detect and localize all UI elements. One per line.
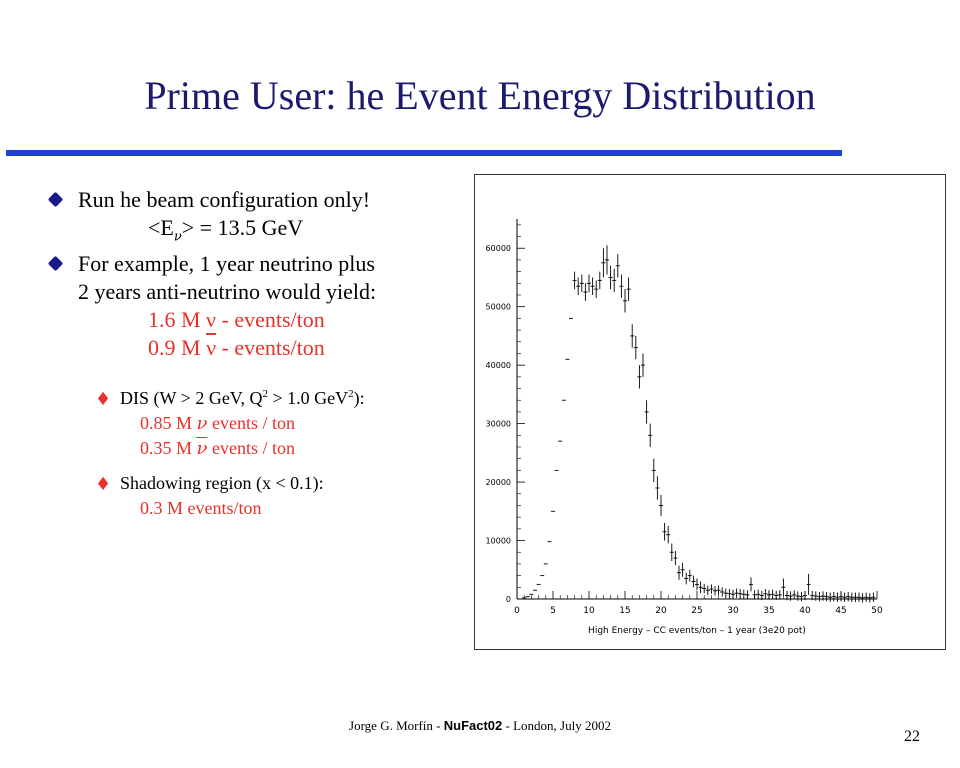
- y-tick-label: 30000: [486, 420, 511, 429]
- shadowing-heading: Shadowing region (x < 0.1):: [120, 473, 324, 493]
- mean-prefix: <E: [148, 215, 174, 240]
- antinu-symbol: ν: [196, 438, 208, 459]
- nu-subscript: ν: [173, 229, 182, 245]
- footer-location: - London, July 2002: [502, 718, 611, 733]
- yield-antineutrino: 0.9 M ν - events/ton: [78, 334, 470, 362]
- bullet-text: 2 years anti-neutrino would yield:: [78, 279, 377, 304]
- chart-frame: 0 5 10 15 20 25 30 35 40 45 50 0 10000 20000 30000 4000…: [474, 174, 946, 650]
- title-underline: [6, 150, 842, 156]
- y-tick-label: 50000: [486, 303, 511, 312]
- dis-value: 0.85 M: [140, 413, 197, 433]
- y-tick-label: 20000: [486, 478, 511, 487]
- mean-energy: <Eν> = 13.5 GeV: [78, 214, 470, 245]
- bullet-text: Run he beam configuration only!: [78, 187, 371, 212]
- yield-neutrino: 1.6 M ν - events/ton: [148, 307, 325, 332]
- diamond-bullet-icon: [47, 255, 64, 272]
- x-tick-label: 15: [619, 606, 630, 616]
- bullet-yield: For example, 1 year neutrino plus 2 year…: [40, 250, 470, 362]
- x-axis-label: High Energy – CC events/ton – 1 year (3e…: [588, 626, 806, 636]
- footer: Jorge G. Morfín - NuFact02 - London, Jul…: [0, 718, 960, 734]
- x-tick-label: 50: [871, 606, 883, 616]
- dis-heading: DIS (W > 2 GeV, Q2 > 1.0 GeV2):: [120, 386, 470, 411]
- x-tick-label: 35: [763, 606, 774, 616]
- x-tick-label: 40: [799, 606, 811, 616]
- dis-text: ):: [353, 388, 365, 408]
- sub-bullet-dis: ♦ DIS (W > 2 GeV, Q2 > 1.0 GeV2): 0.85 M…: [40, 386, 470, 461]
- page-title: Prime User: he Event Energy Distribution: [144, 73, 816, 118]
- yield-value: 0.9 M: [148, 335, 207, 360]
- diamond-sub-bullet-icon: ♦: [95, 389, 112, 410]
- x-tick-label: 0: [514, 606, 520, 616]
- y-tick-label: 0: [506, 595, 511, 604]
- sub-bullet-shadowing: ♦ Shadowing region (x < 0.1): 0.3 M even…: [40, 471, 470, 521]
- y-tick-label: 60000: [486, 244, 511, 253]
- superscript: 2: [262, 388, 268, 400]
- antinu-symbol: ν: [206, 335, 217, 360]
- nu-symbol: ν: [196, 413, 208, 434]
- x-tick-label: 45: [835, 606, 846, 616]
- bullet-list: Run he beam configuration only! <Eν> = 1…: [40, 186, 470, 521]
- dis-text: > 1.0 GeV: [267, 388, 349, 408]
- y-tick-label: 40000: [486, 361, 511, 370]
- dis-value: 0.35 M: [140, 438, 197, 458]
- dis-unit: events / ton: [207, 413, 295, 433]
- yield-unit: - events/ton: [216, 335, 325, 360]
- dis-unit: events / ton: [207, 438, 295, 458]
- x-tick-label: 30: [727, 606, 739, 616]
- energy-distribution-chart: 0 5 10 15 20 25 30 35 40 45 50 0 10000 20000 30000 4000…: [486, 219, 883, 636]
- x-tick-label: 20: [655, 606, 667, 616]
- dis-antineutrino: 0.35 M ν events / ton: [120, 436, 470, 461]
- superscript: 2: [348, 388, 354, 400]
- page-number: 22: [904, 728, 920, 745]
- diamond-sub-bullet-icon: ♦: [95, 474, 112, 495]
- bullet-run-config: Run he beam configuration only! <Eν> = 1…: [40, 186, 470, 245]
- x-tick-label: 25: [691, 606, 702, 616]
- y-tick-label: 10000: [486, 537, 511, 546]
- mean-value: > = 13.5 GeV: [181, 215, 304, 240]
- dis-text: DIS (W > 2 GeV, Q: [120, 388, 263, 408]
- dis-neutrino: 0.85 M ν events / ton: [120, 411, 470, 436]
- footer-conference: NuFact02: [443, 718, 503, 733]
- x-tick-label: 10: [583, 606, 595, 616]
- shadowing-value: 0.3 M events/ton: [140, 498, 262, 518]
- diamond-bullet-icon: [47, 191, 64, 208]
- x-tick-label: 5: [550, 606, 556, 616]
- footer-author: Jorge G. Morfín -: [349, 718, 444, 733]
- bullet-text: For example, 1 year neutrino plus: [78, 251, 375, 276]
